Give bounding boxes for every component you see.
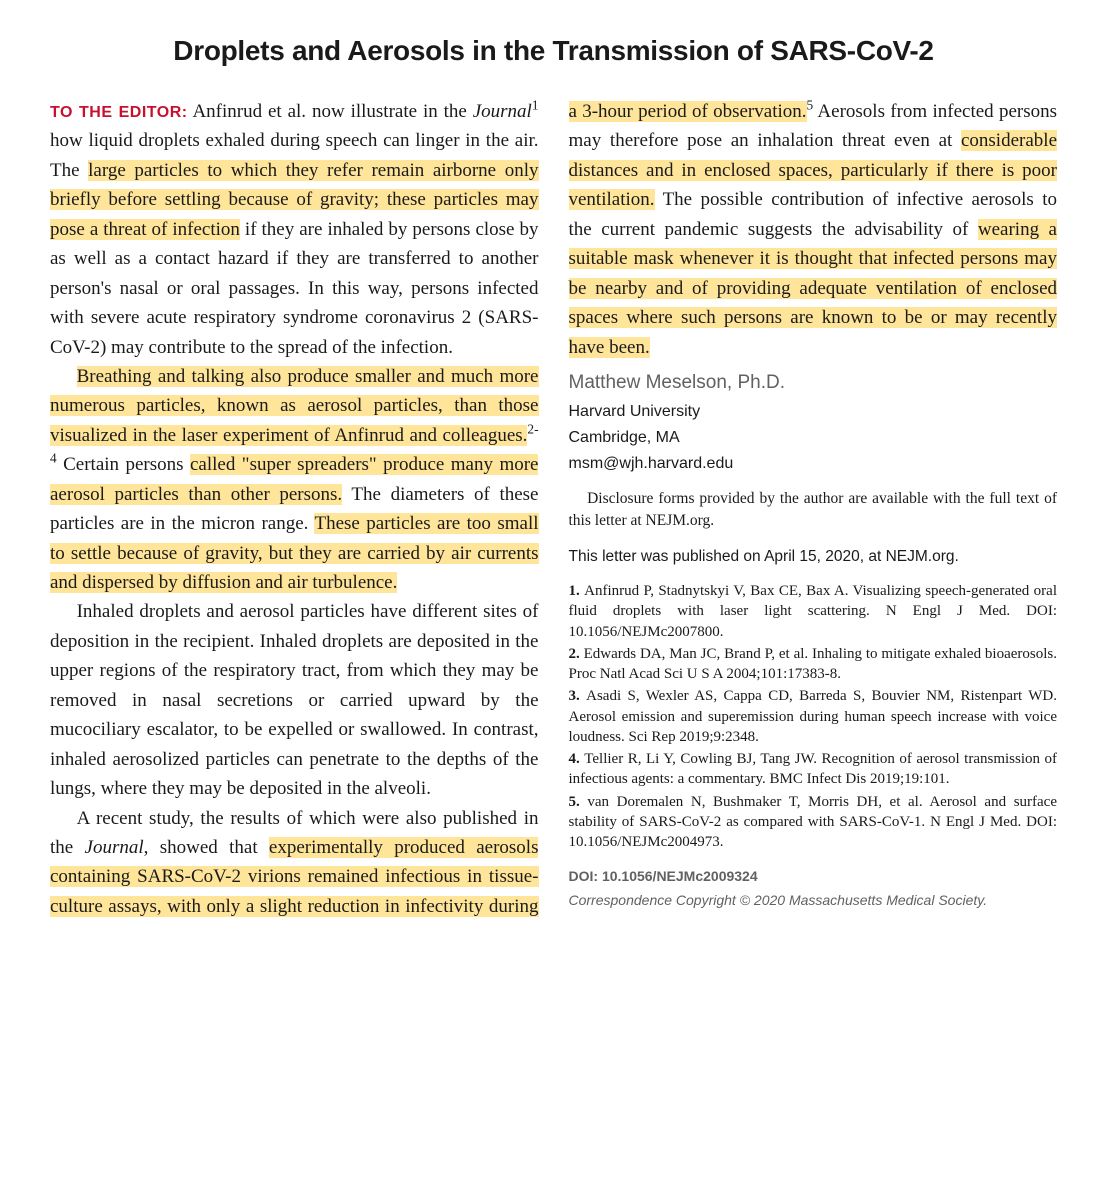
editor-label: TO THE EDITOR: bbox=[50, 104, 188, 121]
doi-block: DOI: 10.1056/NEJMc2009324 Correspondence… bbox=[569, 866, 1058, 911]
reference-text: Tellier R, Li Y, Cowling BJ, Tang JW. Re… bbox=[569, 751, 1058, 787]
reference-number: 2. bbox=[569, 646, 584, 662]
publication-note: This letter was published on April 15, 2… bbox=[569, 546, 1058, 568]
journal-name: Journal bbox=[473, 101, 532, 122]
paragraph-1: TO THE EDITOR: Anfinrud et al. now illus… bbox=[50, 97, 539, 362]
text: Certain persons bbox=[57, 454, 190, 475]
paragraph-3: Inhaled droplets and aerosol particles h… bbox=[50, 597, 539, 803]
reference-item: 4. Tellier R, Li Y, Cowling BJ, Tang JW.… bbox=[569, 749, 1058, 790]
reference-text: Anfinrud P, Stadnytskyi V, Bax CE, Bax A… bbox=[569, 583, 1058, 640]
reference-text: Edwards DA, Man JC, Brand P, et al. Inha… bbox=[569, 646, 1058, 682]
reference-item: 1. Anfinrud P, Stadnytskyi V, Bax CE, Ba… bbox=[569, 581, 1058, 642]
reference-text: Asadi S, Wexler AS, Cappa CD, Barreda S,… bbox=[569, 688, 1058, 745]
reference-number: 4. bbox=[569, 751, 585, 767]
reference-item: 2. Edwards DA, Man JC, Brand P, et al. I… bbox=[569, 644, 1058, 685]
author-name: Matthew Meselson, Ph.D. bbox=[569, 372, 785, 393]
author-email: msm@wjh.harvard.edu bbox=[569, 453, 1058, 475]
highlight: Breathing and talking also produce small… bbox=[50, 366, 539, 446]
reference-number: 3. bbox=[569, 688, 587, 704]
journal-name: Journal bbox=[85, 837, 144, 858]
text: , showed that bbox=[144, 837, 269, 858]
text: Anfinrud et al. now illustrate in the bbox=[188, 101, 473, 122]
copyright: Correspondence Copyright © 2020 Massachu… bbox=[569, 890, 1058, 912]
reference-number: 5. bbox=[569, 794, 588, 810]
doi: DOI: 10.1056/NEJMc2009324 bbox=[569, 868, 758, 884]
body-columns: TO THE EDITOR: Anfinrud et al. now illus… bbox=[50, 97, 1057, 921]
references-list: 1. Anfinrud P, Stadnytskyi V, Bax CE, Ba… bbox=[569, 581, 1058, 852]
author-block: Matthew Meselson, Ph.D. Harvard Universi… bbox=[569, 368, 1058, 474]
reference-item: 3. Asadi S, Wexler AS, Cappa CD, Barreda… bbox=[569, 686, 1058, 747]
paragraph-2: Breathing and talking also produce small… bbox=[50, 362, 539, 598]
reference-text: van Doremalen N, Bushmaker T, Morris DH,… bbox=[569, 794, 1058, 851]
disclosure: Disclosure forms provided by the author … bbox=[569, 488, 1058, 531]
reference-item: 5. van Doremalen N, Bushmaker T, Morris … bbox=[569, 792, 1058, 853]
page-title: Droplets and Aerosols in the Transmissio… bbox=[50, 35, 1057, 67]
reference-number: 1. bbox=[569, 583, 585, 599]
citation-sup: 1 bbox=[532, 98, 539, 113]
author-affiliation: Harvard University bbox=[569, 401, 1058, 423]
author-location: Cambridge, MA bbox=[569, 427, 1058, 449]
text: Inhaled droplets and aerosol particles h… bbox=[50, 601, 539, 799]
